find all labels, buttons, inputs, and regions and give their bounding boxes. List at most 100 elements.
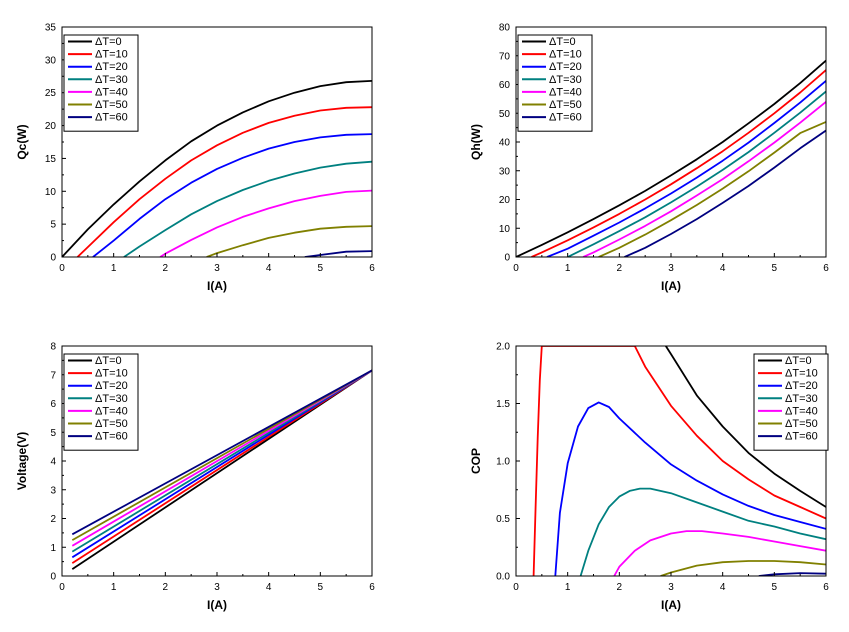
series-line-voltage-6: [71, 369, 372, 536]
legend-label: ΔT=60: [95, 431, 128, 443]
legend-label: ΔT=60: [95, 112, 128, 124]
x-tick-label: 4: [266, 263, 272, 274]
y-tick-label: 8: [50, 342, 56, 353]
x-tick-label: 5: [318, 263, 324, 274]
legend-label: ΔT=0: [549, 36, 576, 48]
legend-label: ΔT=30: [785, 393, 818, 405]
y-tick-label: 10: [45, 187, 57, 198]
series-line-cop-0: [665, 346, 826, 508]
legend-label: ΔT=50: [95, 418, 128, 430]
x-tick-label: 6: [369, 582, 375, 593]
y-axis-label: COP: [469, 448, 483, 474]
x-tick-label: 5: [772, 263, 778, 274]
y-tick-label: 0.5: [496, 514, 510, 525]
legend-label: ΔT=40: [785, 405, 818, 417]
chart-qh: 0 1 2 3 4 5 601020304050607080I(A)Qh(W)ΔT=0ΔT=…: [469, 23, 829, 294]
legend-label: ΔT=40: [95, 405, 128, 417]
series-line-qc-4: [159, 189, 372, 257]
legend-label: ΔT=50: [785, 418, 818, 430]
y-tick-label: 1.0: [496, 457, 510, 468]
x-tick-label: 3: [668, 582, 674, 593]
y-tick-label: 20: [499, 195, 511, 206]
x-tick-label: 2: [617, 582, 623, 593]
y-tick-label: 35: [45, 23, 57, 34]
chart-qc: 0 1 2 3 4 5 605101520253035I(A)Qc(W)ΔT=0ΔT=10Δ…: [15, 23, 375, 294]
x-tick-label: 6: [823, 582, 829, 593]
x-tick-label: 0: [513, 582, 519, 593]
x-tick-label: 6: [823, 263, 829, 274]
series-line-qc-6: [304, 250, 372, 257]
y-tick-label: 40: [499, 138, 511, 149]
series-line-qh-3: [567, 90, 826, 257]
y-tick-label: 70: [499, 51, 511, 62]
series-line-cop-2: [554, 401, 826, 576]
x-tick-label: 0: [59, 582, 65, 593]
y-tick-label: 3: [50, 485, 56, 496]
series-line-cop-6: [758, 572, 826, 576]
legend-label: ΔT=40: [95, 86, 128, 98]
y-tick-label: 30: [499, 166, 511, 177]
legend-box: [753, 353, 829, 451]
y-tick-label: 50: [499, 109, 511, 120]
series-line-qc-2: [92, 133, 372, 257]
x-tick-label: 3: [668, 263, 674, 274]
y-tick-label: 80: [499, 23, 511, 34]
y-tick-label: 0.0: [496, 572, 510, 583]
series-line-qc-0: [62, 80, 372, 257]
legend-label: ΔT=20: [95, 61, 128, 73]
legend-label: ΔT=20: [95, 380, 128, 392]
x-axis-label: I(A): [207, 279, 227, 293]
legend-label: ΔT=60: [785, 431, 818, 443]
legend-label: ΔT=30: [549, 74, 582, 86]
x-tick-label: 2: [617, 263, 623, 274]
series-group: [532, 346, 826, 576]
legend-label: ΔT=20: [549, 61, 582, 73]
y-axis-label: Qh(W): [469, 124, 483, 160]
legend-label: ΔT=10: [549, 49, 582, 61]
series-line-qc-3: [123, 160, 372, 257]
series-line-cop-4: [613, 530, 826, 576]
y-tick-label: 20: [45, 121, 57, 132]
legend-label: ΔT=50: [95, 99, 128, 111]
legend-label: ΔT=60: [549, 112, 582, 124]
y-tick-label: 4: [50, 457, 56, 468]
legend-label: ΔT=20: [785, 380, 818, 392]
chart-cop: 0 1 2 3 4 5 60.00.51.01.52.0I(A)COPΔT=0ΔT=10ΔT…: [469, 342, 829, 613]
x-tick-label: 3: [214, 582, 220, 593]
y-tick-label: 15: [45, 154, 57, 165]
series-line-cop-3: [579, 487, 826, 576]
series-group: [516, 59, 826, 257]
series-line-qh-5: [598, 121, 826, 257]
x-axis-label: I(A): [207, 598, 227, 612]
series-line-qh-4: [582, 101, 826, 257]
x-tick-label: 4: [266, 582, 272, 593]
series-group: [62, 80, 372, 257]
chart-voltage: 0 1 2 3 4 5 6012345678I(A)Voltage(V)ΔT=0ΔT=10Δ…: [15, 342, 375, 613]
series-line-qh-2: [546, 80, 826, 257]
x-tick-label: 2: [163, 263, 169, 274]
x-tick-label: 5: [318, 582, 324, 593]
legend-label: ΔT=10: [785, 368, 818, 380]
legend-label: ΔT=0: [95, 36, 122, 48]
x-axis-label: I(A): [661, 279, 681, 293]
y-tick-label: 60: [499, 80, 511, 91]
series-line-qh-0: [516, 59, 826, 257]
y-axis-label: Voltage(V): [15, 432, 29, 490]
x-tick-label: 4: [720, 582, 726, 593]
legend-box: [63, 353, 139, 451]
legend-label: ΔT=0: [785, 355, 812, 367]
x-tick-label: 4: [720, 263, 726, 274]
legend-label: ΔT=10: [95, 368, 128, 380]
y-tick-label: 1.5: [496, 399, 510, 410]
y-tick-label: 1: [50, 543, 56, 554]
y-tick-label: 0: [50, 572, 56, 583]
legend-label: ΔT=50: [549, 99, 582, 111]
y-tick-label: 2.0: [496, 342, 510, 353]
series-line-cop-1: [532, 346, 826, 576]
x-tick-label: 1: [111, 263, 117, 274]
x-tick-label: 0: [513, 263, 519, 274]
